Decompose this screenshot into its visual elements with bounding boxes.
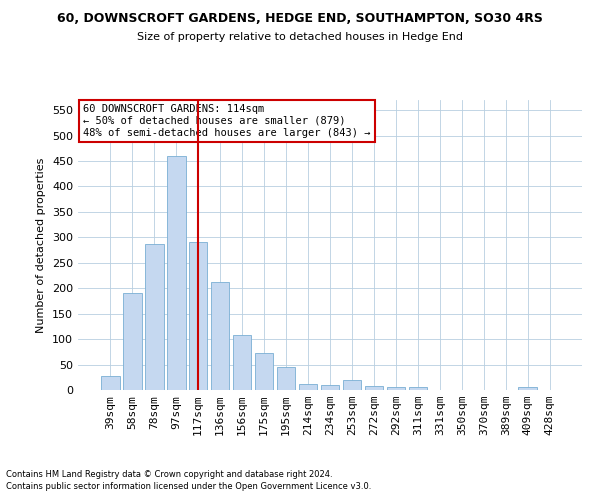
Bar: [211, 282, 229, 390]
Text: Size of property relative to detached houses in Hedge End: Size of property relative to detached ho…: [137, 32, 463, 42]
Bar: [365, 386, 383, 390]
Bar: [386, 388, 405, 390]
Text: Contains HM Land Registry data © Crown copyright and database right 2024.: Contains HM Land Registry data © Crown c…: [6, 470, 332, 479]
Bar: [409, 388, 427, 390]
Text: Contains public sector information licensed under the Open Government Licence v3: Contains public sector information licen…: [6, 482, 371, 491]
Bar: [167, 156, 185, 390]
Bar: [518, 388, 537, 390]
Bar: [101, 376, 119, 390]
Bar: [343, 380, 361, 390]
Bar: [277, 367, 295, 390]
Bar: [320, 385, 340, 390]
Text: 60 DOWNSCROFT GARDENS: 114sqm
← 50% of detached houses are smaller (879)
48% of : 60 DOWNSCROFT GARDENS: 114sqm ← 50% of d…: [83, 104, 371, 138]
Bar: [233, 334, 251, 390]
Bar: [189, 242, 208, 390]
Y-axis label: Number of detached properties: Number of detached properties: [37, 158, 46, 332]
Bar: [255, 353, 274, 390]
Text: 60, DOWNSCROFT GARDENS, HEDGE END, SOUTHAMPTON, SO30 4RS: 60, DOWNSCROFT GARDENS, HEDGE END, SOUTH…: [57, 12, 543, 26]
Bar: [123, 294, 142, 390]
Bar: [145, 244, 164, 390]
Bar: [299, 384, 317, 390]
